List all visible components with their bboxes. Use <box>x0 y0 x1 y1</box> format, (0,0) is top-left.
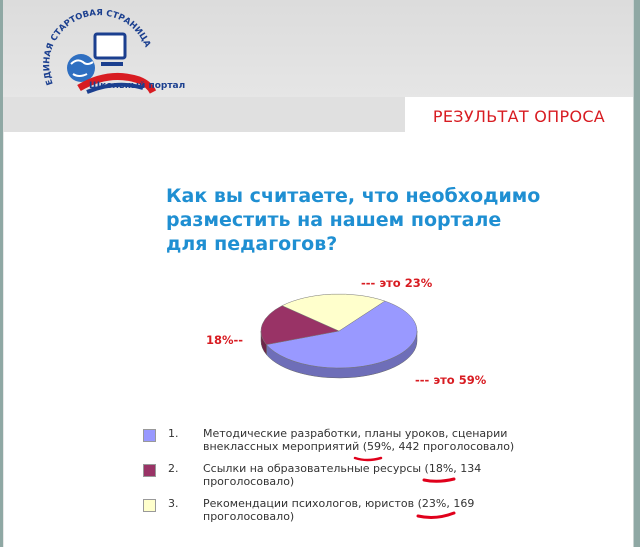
legend-text-2: Ссылки на образовательные ресурсы (18%, … <box>203 462 482 488</box>
portal-logo[interactable]: ЕДИНАЯ СТАРТОВАЯ СТРАНИЦА <box>43 6 203 106</box>
legend-number-1: 1. <box>168 427 179 440</box>
header: ЕДИНАЯ СТАРТОВАЯ СТРАНИЦА Школьный порта… <box>3 0 633 134</box>
slice-label-2: 18%-- <box>206 333 243 347</box>
legend-number-3: 3. <box>168 497 179 510</box>
pie-slice-3 <box>281 293 386 332</box>
globe-icon <box>67 54 95 82</box>
legend-swatch-2 <box>143 464 156 477</box>
slice-label-3: --- это 23% <box>361 276 433 290</box>
legend-swatch-1 <box>143 429 156 442</box>
page-frame: ЕДИНАЯ СТАРТОВАЯ СТРАНИЦА Школьный порта… <box>3 0 633 547</box>
legend-text-3: Рекомендации психологов, юристов (23%, 1… <box>203 497 475 523</box>
slice-label-1: --- это 59% <box>415 373 487 387</box>
logo-subtitle: Школьный портал <box>89 81 186 91</box>
pie-slice-1 <box>266 300 418 369</box>
legend-swatch-3 <box>143 499 156 512</box>
left-rule <box>3 132 4 547</box>
legend-item-1: 1. Методические разработки, планы уроков… <box>143 424 543 464</box>
legend-item-2: 2. Ссылки на образовательные ресурсы (18… <box>143 459 543 499</box>
result-title: РЕЗУЛЬТАТ ОПРОСА <box>432 107 606 126</box>
poll-question: Как вы считаете, что необходимо размести… <box>166 185 541 255</box>
legend-item-3: 3. Рекомендации психологов, юристов (23%… <box>143 494 543 534</box>
result-tab: РЕЗУЛЬТАТ ОПРОСА <box>405 97 633 134</box>
pie-slice-2 <box>260 305 340 345</box>
poll-pie-chart: --- это 59% 18%-- --- это 23% <box>206 276 487 387</box>
legend-number-2: 2. <box>168 462 179 475</box>
legend-text-1: Методические разработки, планы уроков, с… <box>203 427 515 453</box>
monitor-icon <box>93 32 127 60</box>
